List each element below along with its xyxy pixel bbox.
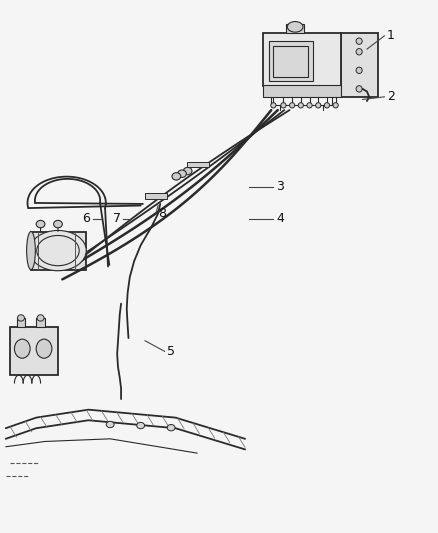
Bar	[36, 318, 45, 327]
Ellipse shape	[324, 103, 329, 108]
Ellipse shape	[290, 103, 295, 108]
Ellipse shape	[271, 103, 276, 108]
Ellipse shape	[307, 103, 312, 108]
Bar	[262, 33, 341, 86]
Ellipse shape	[333, 103, 338, 108]
Bar	[286, 23, 304, 33]
Bar	[341, 33, 378, 97]
Text: 4: 4	[276, 212, 284, 225]
Ellipse shape	[37, 315, 44, 321]
Ellipse shape	[356, 67, 362, 74]
Ellipse shape	[298, 103, 304, 108]
Ellipse shape	[18, 315, 25, 321]
Text: 7: 7	[113, 212, 121, 225]
Bar	[10, 327, 58, 375]
Text: 8: 8	[159, 207, 166, 220]
Text: 3: 3	[276, 181, 284, 193]
Ellipse shape	[36, 220, 45, 228]
Ellipse shape	[36, 339, 52, 358]
Ellipse shape	[316, 103, 321, 108]
Text: 6: 6	[82, 212, 90, 225]
Text: 1: 1	[387, 29, 395, 42]
Ellipse shape	[53, 220, 62, 228]
Ellipse shape	[356, 86, 362, 92]
Text: 5: 5	[167, 345, 175, 358]
Bar	[17, 318, 25, 327]
Bar	[273, 46, 308, 77]
Ellipse shape	[14, 339, 30, 358]
Ellipse shape	[184, 167, 192, 175]
Ellipse shape	[106, 421, 114, 427]
Ellipse shape	[356, 38, 362, 44]
Ellipse shape	[172, 173, 181, 180]
Bar	[262, 85, 341, 97]
Ellipse shape	[281, 103, 286, 108]
Ellipse shape	[30, 230, 86, 271]
Bar	[145, 193, 167, 199]
Text: 2: 2	[387, 90, 395, 103]
Ellipse shape	[137, 422, 145, 429]
Ellipse shape	[356, 49, 362, 55]
Bar	[31, 231, 86, 270]
Ellipse shape	[167, 424, 175, 431]
Ellipse shape	[287, 21, 303, 32]
Ellipse shape	[178, 170, 186, 177]
Bar	[269, 41, 313, 81]
Ellipse shape	[27, 231, 35, 270]
Bar	[187, 162, 209, 167]
